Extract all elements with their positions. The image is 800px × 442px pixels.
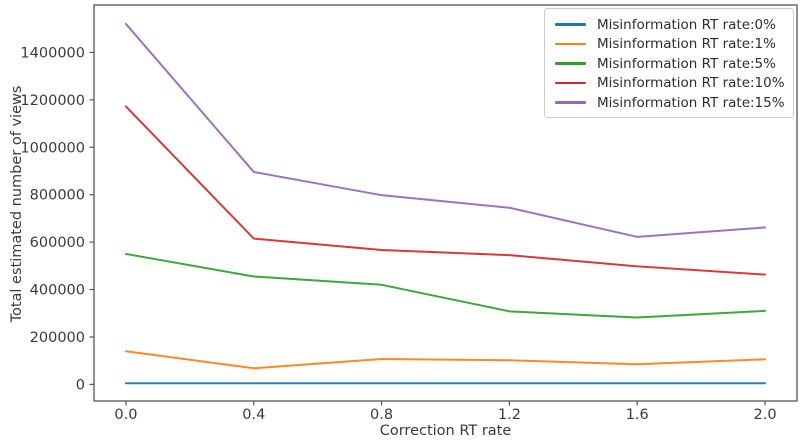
y-axis-tick-label: 0 [76, 377, 85, 393]
legend-item: Misinformation RT rate:0% [553, 15, 785, 34]
plot-frame [93, 4, 798, 402]
x-axis-tick-label: 0.8 [370, 407, 393, 423]
y-axis-tick-label: 800000 [30, 188, 85, 204]
legend-label: Misinformation RT rate:1% [597, 36, 776, 52]
y-axis-tick-label: 200000 [30, 330, 85, 346]
x-axis-tick-label: 2.0 [754, 407, 777, 423]
legend-item: Misinformation RT rate:10% [553, 74, 785, 93]
series-line [124, 105, 767, 276]
y-axis-tick-label: 1200000 [20, 93, 85, 109]
series-line [124, 22, 767, 238]
legend-label: Misinformation RT rate:15% [597, 94, 785, 111]
x-axis-tick-label: 1.2 [498, 407, 521, 423]
legend-line-swatch [555, 101, 586, 104]
x-axis-tick-label: 1.6 [626, 407, 649, 423]
legend-line-swatch [555, 23, 586, 26]
y-axis-tick-label: 400000 [30, 283, 85, 299]
legend-item: Misinformation RT rate:1% [553, 35, 785, 54]
y-axis-tick-label: 1000000 [20, 140, 85, 156]
x-axis-label: Correction RT rate [379, 423, 512, 439]
legend-label: Misinformation RT rate:10% [597, 75, 785, 91]
legend-item: Misinformation RT rate:15% [553, 93, 785, 112]
legend-item: Misinformation RT rate:5% [553, 54, 785, 73]
y-axis-tick-label: 1400000 [20, 45, 85, 61]
legend-line-swatch [555, 42, 586, 46]
legend-label: Misinformation RT rate:0% [597, 16, 776, 33]
series-line [124, 252, 767, 319]
legend: Misinformation RT rate:0% Misinformation … [544, 8, 794, 118]
x-axis-tick-label: 0.4 [242, 407, 265, 423]
legend-label: Misinformation RT rate:5% [597, 55, 776, 72]
legend-line-swatch [555, 81, 586, 85]
series-line [124, 350, 767, 370]
x-axis-tick-label: 0.0 [114, 407, 137, 423]
y-axis-tick-label: 600000 [30, 235, 85, 251]
legend-line-swatch [555, 62, 586, 65]
